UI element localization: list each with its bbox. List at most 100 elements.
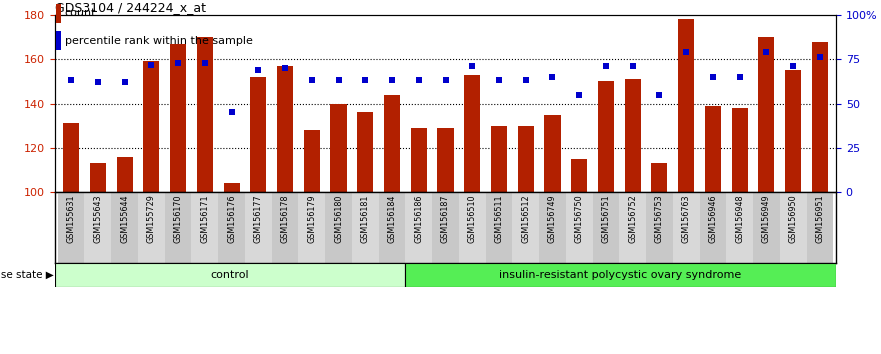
Text: insulin-resistant polycystic ovary syndrome: insulin-resistant polycystic ovary syndr… — [500, 270, 742, 280]
Bar — [405, 263, 836, 287]
Text: GSM156949: GSM156949 — [762, 194, 771, 243]
Text: GSM156181: GSM156181 — [360, 194, 370, 242]
Point — [786, 63, 800, 69]
Bar — [807, 192, 833, 263]
Bar — [678, 19, 694, 192]
Bar — [277, 66, 293, 192]
Text: GSM156186: GSM156186 — [414, 194, 423, 242]
Bar — [357, 112, 374, 192]
Bar — [138, 192, 165, 263]
Bar — [325, 192, 352, 263]
Bar — [116, 156, 132, 192]
Bar — [646, 192, 673, 263]
Point — [706, 74, 720, 80]
Bar — [513, 192, 539, 263]
Bar — [700, 192, 726, 263]
Bar — [464, 75, 480, 192]
Bar — [218, 192, 245, 263]
Bar — [759, 37, 774, 192]
Bar — [90, 163, 106, 192]
Text: GSM156179: GSM156179 — [307, 194, 316, 243]
Bar — [598, 81, 614, 192]
Text: GSM156512: GSM156512 — [522, 194, 530, 243]
Text: GSM156749: GSM156749 — [548, 194, 557, 243]
Bar — [432, 192, 459, 263]
Bar — [250, 77, 266, 192]
Bar — [593, 192, 619, 263]
Bar — [191, 192, 218, 263]
Point — [733, 74, 747, 80]
Point — [439, 78, 453, 83]
Bar — [705, 106, 721, 192]
Bar — [539, 192, 566, 263]
Bar — [384, 95, 400, 192]
Text: GSM156176: GSM156176 — [227, 194, 236, 242]
Text: GSM156750: GSM156750 — [574, 194, 584, 243]
Text: GSM156763: GSM156763 — [682, 194, 691, 242]
Bar — [224, 183, 240, 192]
Bar — [299, 192, 325, 263]
Text: GSM155631: GSM155631 — [67, 194, 76, 242]
Bar — [170, 44, 186, 192]
Text: GSM155644: GSM155644 — [120, 194, 129, 242]
Bar — [625, 79, 640, 192]
Bar — [304, 130, 320, 192]
Point — [572, 92, 586, 97]
Text: GSM156510: GSM156510 — [468, 194, 477, 242]
Text: GSM156171: GSM156171 — [200, 194, 210, 242]
Point — [91, 79, 105, 85]
Bar — [245, 192, 271, 263]
Bar — [491, 126, 507, 192]
Text: GSM156752: GSM156752 — [628, 194, 637, 243]
Bar — [619, 192, 646, 263]
Text: GSM156187: GSM156187 — [441, 194, 450, 242]
Bar — [651, 163, 668, 192]
Bar — [780, 192, 807, 263]
Point — [465, 63, 479, 69]
Bar — [753, 192, 780, 263]
Text: GSM155729: GSM155729 — [147, 194, 156, 243]
Text: GSM156751: GSM156751 — [602, 194, 611, 243]
Point — [64, 78, 78, 83]
Text: GSM156178: GSM156178 — [280, 194, 290, 242]
Bar — [379, 192, 405, 263]
Text: GSM156948: GSM156948 — [736, 194, 744, 242]
Text: GSM155643: GSM155643 — [93, 194, 102, 242]
Bar — [55, 263, 405, 287]
Point — [305, 78, 319, 83]
Text: control: control — [211, 270, 249, 280]
Text: percentile rank within the sample: percentile rank within the sample — [64, 35, 253, 46]
Text: GSM156951: GSM156951 — [816, 194, 825, 243]
Bar — [57, 192, 85, 263]
Bar — [812, 41, 828, 192]
Point — [278, 65, 292, 71]
Bar — [352, 192, 379, 263]
Bar — [459, 192, 485, 263]
Bar — [571, 159, 588, 192]
Bar — [411, 128, 426, 192]
Point — [251, 67, 265, 73]
Point — [626, 63, 640, 69]
Bar — [405, 192, 432, 263]
Point — [359, 78, 373, 83]
Bar — [785, 70, 801, 192]
Bar — [165, 192, 191, 263]
Point — [225, 109, 239, 115]
Text: GSM156180: GSM156180 — [334, 194, 343, 242]
Point — [117, 79, 131, 85]
Text: disease state ▶: disease state ▶ — [0, 270, 54, 280]
Bar — [111, 192, 138, 263]
Text: count: count — [64, 8, 96, 18]
Point — [653, 92, 667, 97]
Point — [545, 74, 559, 80]
Point — [331, 78, 345, 83]
Bar — [673, 192, 700, 263]
Bar — [485, 192, 513, 263]
Text: GSM156753: GSM156753 — [655, 194, 664, 243]
Text: GSM156946: GSM156946 — [708, 194, 717, 242]
Bar — [732, 108, 748, 192]
Bar — [271, 192, 299, 263]
Text: GSM156511: GSM156511 — [494, 194, 504, 242]
Bar — [85, 192, 111, 263]
Bar — [726, 192, 753, 263]
